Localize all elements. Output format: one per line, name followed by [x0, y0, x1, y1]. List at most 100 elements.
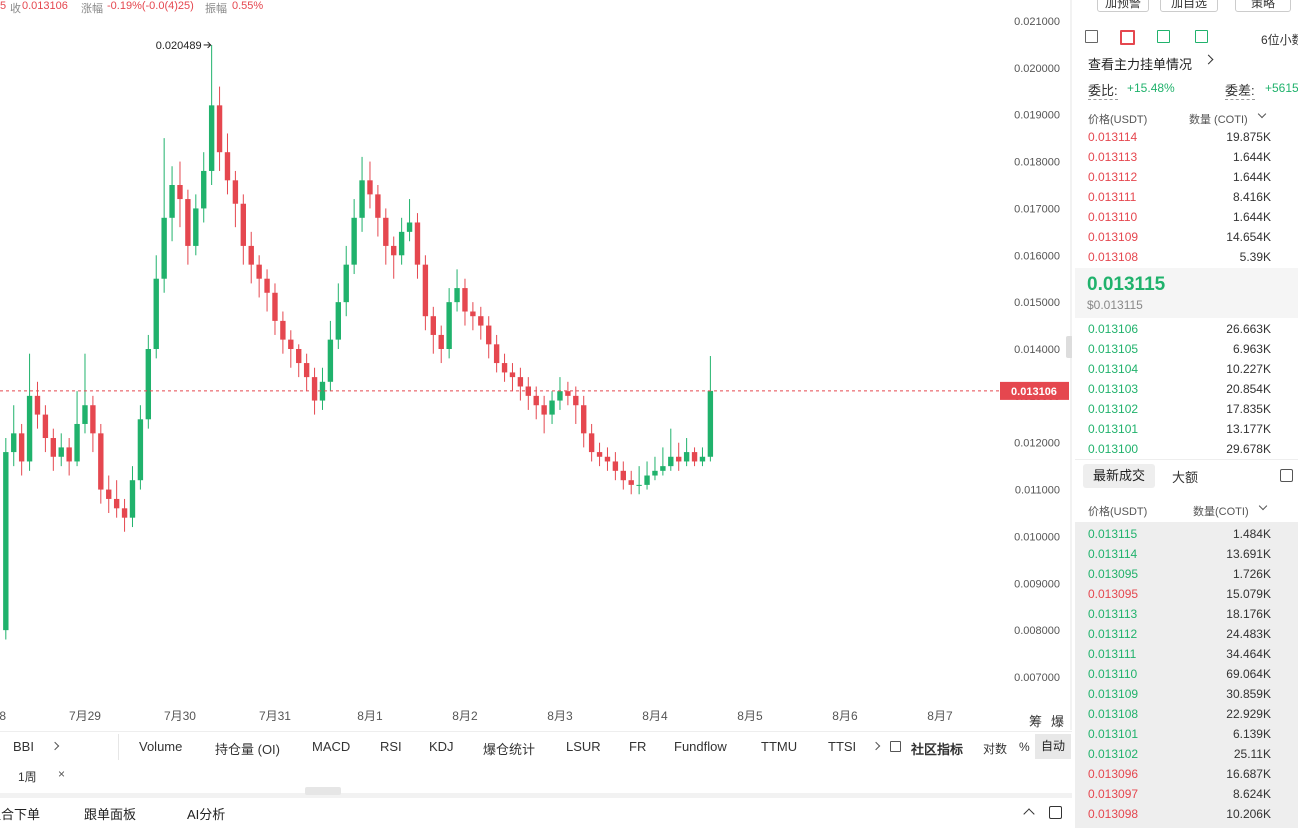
candle-body [58, 447, 64, 457]
trade-qty: 13.691K [1226, 547, 1271, 561]
bottom-tab[interactable]: AI分析 [187, 807, 226, 822]
header-button[interactable]: 加自选 [1160, 0, 1218, 12]
bid-price: 0.013105 [1088, 342, 1139, 356]
close-x[interactable]: × [58, 767, 66, 781]
trade-qty: 6.139K [1232, 727, 1271, 741]
candle-body [430, 316, 436, 335]
depth-link[interactable]: 查看主力挂单情况 [1088, 57, 1193, 72]
candle-body [248, 245, 254, 265]
side-label[interactable]: 筹 [1029, 714, 1043, 729]
header-close: 0.013106 [22, 0, 68, 12]
header-button[interactable]: 策略 [1235, 0, 1291, 12]
x-tick-label: 8月4 [642, 709, 668, 723]
y-tick-label: 0.016000 [1014, 250, 1060, 262]
y-tick-label: 0.020000 [1014, 63, 1060, 75]
indicator[interactable]: 持仓量 (OI) [215, 742, 280, 757]
qty-chevron[interactable] [1257, 109, 1267, 119]
candle-body [478, 316, 484, 326]
indicator[interactable]: TTSI [828, 739, 857, 754]
header-button[interactable]: 加预警 [1097, 0, 1149, 12]
layout-icon[interactable] [1195, 30, 1208, 43]
candle-body [153, 278, 159, 349]
header-prefix: 5 [0, 0, 7, 12]
indicator[interactable]: BBI [13, 739, 34, 754]
candle-body [343, 264, 349, 303]
candle-body [26, 395, 33, 462]
x-tick-label: 8月6 [832, 709, 858, 723]
diff: +5615 [1265, 81, 1298, 95]
candle-body [185, 199, 191, 246]
indicator[interactable]: TTMU [761, 739, 798, 754]
layout-icon[interactable] [1157, 30, 1170, 43]
header-amp: 0.55% [232, 0, 264, 12]
indicator[interactable]: RSI [380, 739, 402, 754]
candle-body [256, 264, 262, 279]
layout-icon[interactable] [1085, 30, 1098, 43]
trade-qty: 1.726K [1232, 567, 1271, 581]
qty-chevron[interactable] [1258, 501, 1268, 511]
candle-body [351, 217, 357, 265]
candle-body [359, 180, 365, 218]
trade-qty: 8.624K [1232, 787, 1271, 801]
interval[interactable]: 1周 [18, 770, 37, 784]
chevron[interactable] [871, 741, 881, 751]
collapse-icon[interactable] [1023, 808, 1035, 820]
bottom-tab[interactable]: 组合下单 [0, 807, 41, 822]
book-last-usd: $0.013115 [1087, 298, 1143, 312]
separator [118, 734, 119, 760]
auto-toggle[interactable]: 自动 [1035, 734, 1071, 759]
tab[interactable]: 大额 [1172, 470, 1199, 485]
log-toggle[interactable]: 对数 [983, 742, 1008, 756]
candle-body [311, 377, 318, 401]
checkbox[interactable] [1280, 469, 1293, 482]
indicator[interactable]: LSUR [566, 739, 601, 754]
ask-qty: 1.644K [1232, 150, 1271, 164]
candle-body [50, 438, 57, 457]
candle-body [98, 433, 104, 490]
trade-qty: 22.929K [1226, 707, 1271, 721]
ratio-label: 委比: [1088, 80, 1118, 100]
tab-active[interactable]: 最新成交 [1083, 464, 1155, 488]
side-label[interactable]: 爆 [1051, 714, 1065, 729]
indicator[interactable]: MACD [312, 739, 351, 754]
chevron[interactable] [50, 741, 60, 751]
candle-body [106, 489, 112, 499]
ask-qty: 5.39K [1239, 250, 1271, 264]
depth-chevron[interactable] [1203, 54, 1214, 65]
bid-price: 0.013106 [1088, 322, 1139, 336]
candle-body [462, 288, 468, 312]
candle-body [201, 170, 207, 209]
candle-body [264, 278, 270, 293]
panel-split [0, 793, 1072, 798]
trade-price: 0.013098 [1088, 807, 1139, 821]
header-close-label: 收 [10, 3, 21, 15]
candle-body [113, 498, 120, 509]
decimals[interactable]: 6位小数 [1261, 33, 1298, 47]
layout-icon[interactable] [1120, 30, 1135, 45]
split-handle [305, 787, 341, 795]
edit-icon[interactable] [890, 741, 901, 752]
indicator[interactable]: 爆仓统计 [483, 742, 536, 757]
candle-body [406, 222, 413, 232]
percent-toggle[interactable]: % [1019, 740, 1030, 754]
indicator[interactable]: FR [629, 739, 647, 754]
trade-qty: 16.687K [1226, 767, 1271, 781]
candle-body [66, 447, 72, 462]
indicator[interactable]: Volume [139, 739, 183, 754]
candle-body [636, 484, 642, 486]
bid-qty: 20.854K [1226, 382, 1271, 396]
expand-icon[interactable] [1049, 806, 1062, 819]
community-indicator[interactable]: 社区指标 [911, 742, 964, 757]
candle-body [699, 456, 706, 462]
indicator[interactable]: KDJ [429, 739, 454, 754]
candle-body [628, 480, 634, 485]
candle-body [422, 264, 429, 317]
indicator[interactable]: Fundflow [674, 739, 727, 754]
header-change-label: 涨幅 [81, 3, 103, 15]
last-price-label: 0.013106 [1011, 386, 1057, 398]
trade-qty: 1.484K [1232, 527, 1271, 541]
candle-body [676, 456, 682, 462]
trade-qty: 15.079K [1226, 587, 1271, 601]
trade-price: 0.013102 [1088, 747, 1139, 761]
bottom-tab[interactable]: 跟单面板 [84, 807, 137, 822]
